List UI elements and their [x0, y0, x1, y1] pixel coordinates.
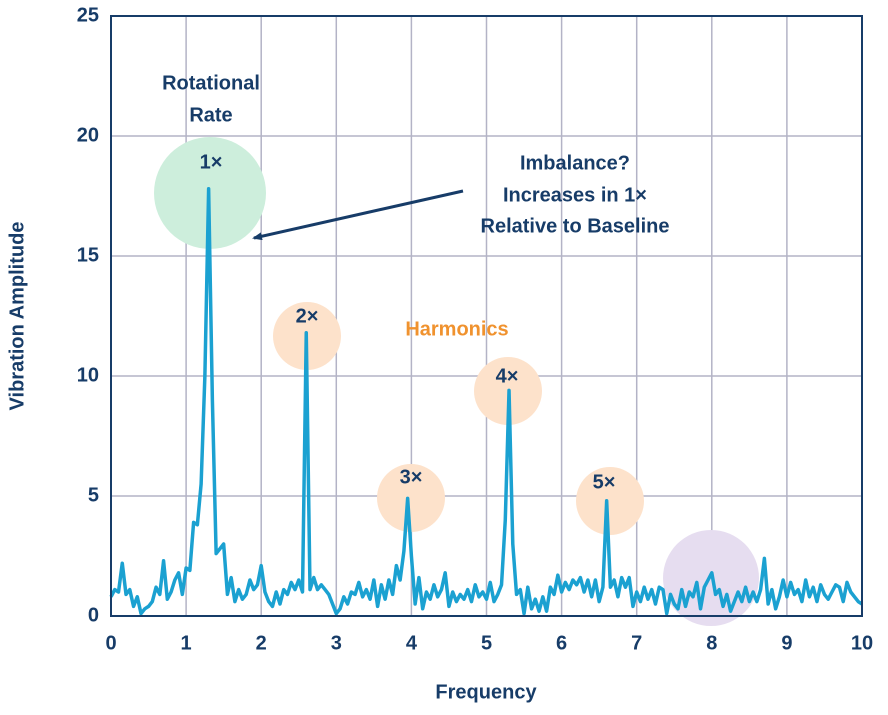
- y-axis-label: Vibration Amplitude: [6, 222, 28, 411]
- y-tick-label: 10: [77, 364, 99, 386]
- plot-frame: [110, 15, 863, 617]
- x-tick-label: 10: [851, 632, 873, 654]
- harmonic-highlight: [377, 464, 445, 532]
- plot: [109, 187, 863, 616]
- peak-label: 5×: [593, 471, 616, 493]
- annotation: Imbalance?: [520, 152, 630, 174]
- x-axis-label: Frequency: [435, 681, 537, 703]
- y-tick-label: 20: [77, 124, 99, 146]
- peak-label: 2×: [296, 305, 319, 327]
- ticks: 0 1 2 3 4 5 6 7 8 9 10 0 5 10 15 20 25: [77, 4, 873, 654]
- x-tick-label: 6: [556, 632, 567, 654]
- x-tick-label: 3: [331, 632, 342, 654]
- x-tick-label: 4: [406, 632, 418, 654]
- y-tick-label: 0: [88, 604, 99, 626]
- x-tick-label: 1: [181, 632, 192, 654]
- annotation: Rate: [189, 104, 232, 126]
- annotation: Rotational: [162, 72, 260, 94]
- annotation: Relative to Baseline: [481, 215, 670, 237]
- harmonic-highlight: [576, 467, 644, 535]
- x-tick-label: 5: [481, 632, 492, 654]
- annotation-arrow: [252, 189, 464, 241]
- x-tick-label: 0: [105, 632, 116, 654]
- y-tick-label: 15: [77, 244, 99, 266]
- x-tick-label: 7: [631, 632, 642, 654]
- x-tick-label: 9: [781, 632, 792, 654]
- annotation: Harmonics: [405, 318, 508, 340]
- x-tick-label: 8: [706, 632, 717, 654]
- y-tick-label: 5: [88, 484, 99, 506]
- peak-label: 1×: [200, 151, 223, 173]
- spectrum-line: [109, 187, 863, 616]
- y-tick-label: 25: [77, 4, 99, 26]
- x-tick-label: 2: [256, 632, 267, 654]
- peak-label: 4×: [496, 365, 519, 387]
- peak-label: 3×: [400, 466, 423, 488]
- highlights: [154, 137, 759, 626]
- annotation: Increases in 1×: [503, 184, 647, 206]
